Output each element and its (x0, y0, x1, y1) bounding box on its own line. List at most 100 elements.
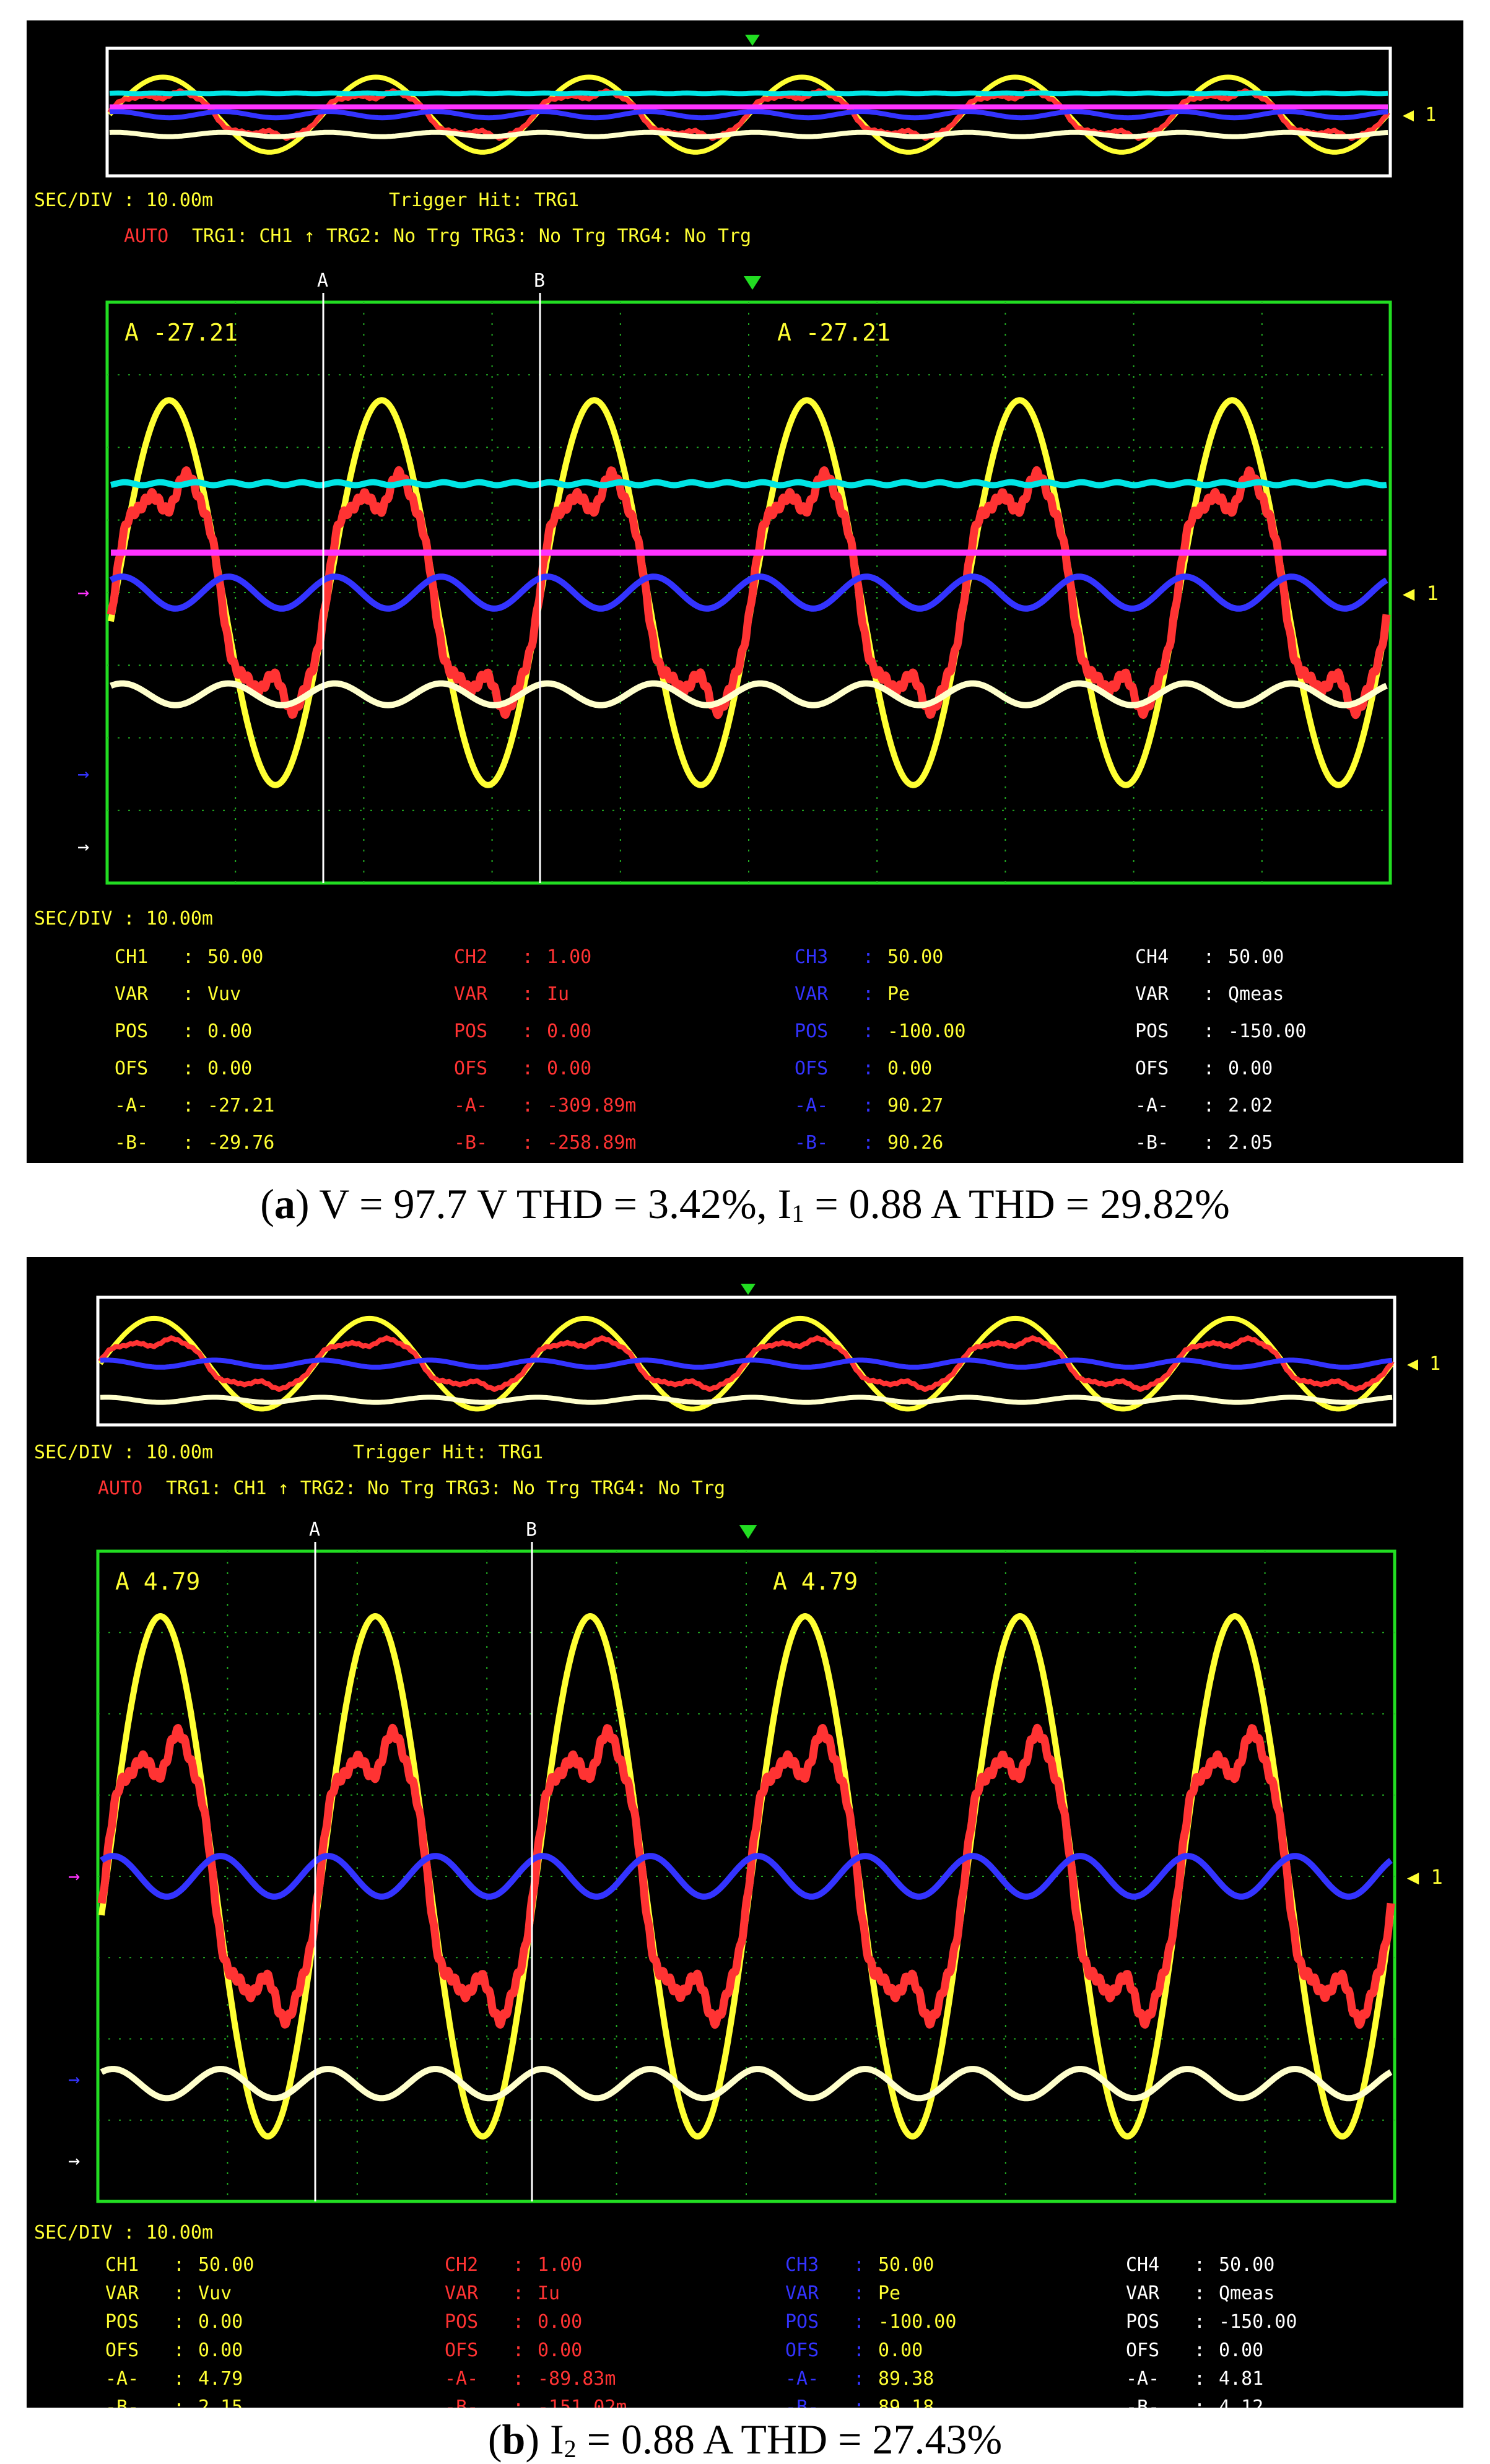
info-value-ch4: 4.81 (1219, 2368, 1263, 2390)
info-label-ch2: CH2 (454, 946, 487, 968)
info-value-ch3: 0.00 (887, 1058, 932, 1079)
info-sep-ch3: : (853, 2283, 865, 2304)
info-label-ch3: -B- (785, 2397, 819, 2408)
info-sep-ch1: : (183, 983, 194, 1005)
info-label-ch4: CH4 (1135, 946, 1169, 968)
info-value-ch3: 90.27 (887, 1095, 943, 1117)
oscilloscope-screen-b: ◀ 1 SEC/DIV : 10.00m Trigger Hit: TRG1 AUTO… (34, 1284, 1443, 2408)
trigger-status: TRG1: CH1 ↑ TRG2: No Trg TRG3: No Trg TR… (192, 225, 751, 247)
info-label-ch3: POS (785, 2311, 819, 2333)
secdiv-top: SEC/DIV : 10.00m (34, 1442, 213, 1463)
info-sep-ch1: : (183, 1095, 194, 1117)
trace-4 (99, 2066, 1393, 2102)
cursor-a-label: A (309, 1519, 320, 1541)
info-sep-ch2: : (513, 2340, 524, 2361)
info-sep-ch1: : (173, 2340, 185, 2361)
info-value-ch3: -100.00 (878, 2311, 956, 2333)
trigger-mode: AUTO (124, 225, 168, 247)
info-value-ch4: 2.05 (1228, 1132, 1273, 1154)
info-sep-ch1: : (173, 2283, 185, 2304)
info-label-ch1: POS (115, 1021, 148, 1042)
info-value-ch4: 0.00 (1219, 2340, 1263, 2361)
info-label-ch3: -B- (795, 1132, 828, 1154)
level-arrow-2: → (68, 2067, 80, 2091)
info-value-ch2: 1.00 (547, 946, 591, 968)
info-sep-ch1: : (183, 946, 194, 968)
info-value-ch1: 0.00 (207, 1058, 252, 1079)
info-label-ch3: -A- (795, 1095, 828, 1117)
level-arrow-3: → (77, 834, 89, 858)
cursor-readout-right: A -27.21 (777, 319, 891, 346)
cursor-readout-right: A 4.79 (773, 1568, 858, 1595)
info-sep-ch3: : (863, 1058, 874, 1079)
cursor-readout-left: A 4.79 (115, 1568, 200, 1595)
trace-2 (97, 1723, 1395, 2029)
info-value-ch3: 90.26 (887, 1132, 943, 1154)
info-value-ch3: Pe (887, 983, 910, 1005)
info-value-ch1: 0.00 (207, 1021, 252, 1042)
info-value-ch1: 0.00 (198, 2311, 243, 2333)
info-value-ch4: 4.12 (1219, 2397, 1263, 2408)
info-sep-ch2: : (522, 983, 533, 1005)
info-sep-ch3: : (853, 2397, 865, 2408)
level-arrow-3: → (68, 2148, 80, 2172)
info-value-ch4: -150.00 (1219, 2311, 1297, 2333)
info-label-ch1: -B- (105, 2397, 139, 2408)
info-label-ch3: OFS (795, 1058, 828, 1079)
info-label-ch2: -A- (445, 2368, 478, 2390)
info-sep-ch2: : (513, 2283, 524, 2304)
cursor-b-label: B (526, 1519, 537, 1541)
info-label-ch4: OFS (1135, 1058, 1169, 1079)
info-sep-ch2: : (522, 1095, 533, 1117)
info-sep-ch2: : (513, 2397, 524, 2408)
info-label-ch1: -A- (105, 2368, 139, 2390)
info-sep-ch4: : (1194, 2368, 1205, 2390)
info-sep-ch2: : (513, 2254, 524, 2276)
level-arrow-1: → (77, 580, 89, 604)
info-value-ch3: 50.00 (878, 2254, 934, 2276)
info-label-ch3: VAR (785, 2283, 819, 2304)
info-value-ch3: 0.00 (878, 2340, 923, 2361)
secdiv-bottom: SEC/DIV : 10.00m (34, 908, 213, 929)
info-label-ch1: CH1 (105, 2254, 139, 2276)
info-sep-ch3: : (863, 946, 874, 968)
info-label-ch1: OFS (115, 1058, 148, 1079)
info-value-ch3: 89.18 (878, 2397, 934, 2408)
caption-b: (b) I2 = 0.88 A THD = 27.43% (487, 2416, 1003, 2463)
info-label-ch2: -A- (454, 1095, 487, 1117)
info-sep-ch4: : (1194, 2397, 1205, 2408)
info-label-ch4: VAR (1135, 983, 1169, 1005)
info-label-ch1: CH1 (115, 946, 148, 968)
info-value-ch4: 50.00 (1228, 946, 1284, 968)
info-sep-ch3: : (853, 2311, 865, 2333)
info-label-ch4: CH4 (1126, 2254, 1159, 2276)
info-value-ch1: 50.00 (207, 946, 263, 968)
info-sep-ch1: : (183, 1021, 194, 1042)
info-sep-ch2: : (522, 1058, 533, 1079)
info-sep-ch1: : (173, 2397, 185, 2408)
info-label-ch2: VAR (454, 983, 488, 1005)
trace-5 (108, 479, 1389, 489)
info-sep-ch1: : (173, 2254, 185, 2276)
info-label-ch3: VAR (795, 983, 829, 1005)
info-sep-ch3: : (863, 1095, 874, 1117)
info-sep-ch4: : (1203, 1132, 1214, 1154)
info-value-ch3: Pe (878, 2283, 900, 2304)
overview-trace-4 (100, 1395, 1393, 1405)
level-arrow-2: → (77, 762, 89, 785)
info-value-ch3: -100.00 (887, 1021, 965, 1042)
info-label-ch4: -A- (1126, 2368, 1159, 2390)
info-value-ch2: -258.89m (547, 1132, 637, 1154)
info-sep-ch2: : (522, 1021, 533, 1042)
overview-ch1-marker: ◀ 1 (1407, 1353, 1440, 1375)
info-value-ch2: 1.00 (538, 2254, 582, 2276)
info-sep-ch1: : (173, 2311, 185, 2333)
info-sep-ch2: : (522, 1132, 533, 1154)
info-sep-ch3: : (863, 983, 874, 1005)
overview-trace-3 (109, 109, 1388, 121)
info-value-ch1: 2.15 (198, 2397, 243, 2408)
info-sep-ch3: : (853, 2340, 865, 2361)
info-label-ch4: POS (1126, 2311, 1159, 2333)
info-label-ch4: OFS (1126, 2340, 1159, 2361)
info-value-ch1: 0.00 (198, 2340, 243, 2361)
